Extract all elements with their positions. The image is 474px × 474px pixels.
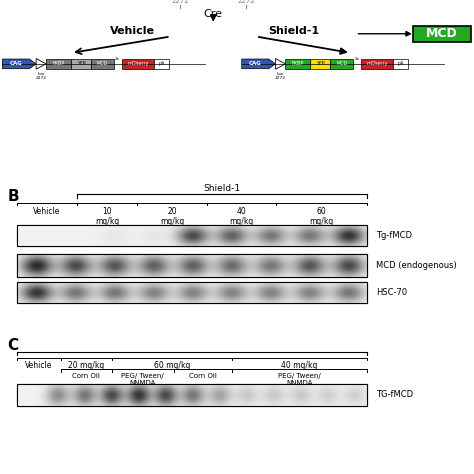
Text: Vehicle: Vehicle [110, 26, 155, 36]
Text: MCD: MCD [336, 61, 347, 66]
Text: YFP: YFP [316, 61, 325, 66]
Text: 2a: 2a [115, 57, 120, 61]
Text: 10
mg/kg: 10 mg/kg [95, 207, 119, 226]
Text: PEG/ Tween/
NNMDA: PEG/ Tween/ NNMDA [121, 373, 164, 386]
FancyBboxPatch shape [393, 59, 408, 69]
FancyBboxPatch shape [17, 283, 367, 303]
Text: Vehicle: Vehicle [25, 362, 52, 371]
Text: Vehicle: Vehicle [33, 207, 61, 216]
Text: 2272: 2272 [171, 0, 189, 4]
FancyBboxPatch shape [413, 26, 471, 42]
Text: YFP: YFP [77, 61, 85, 66]
Text: Lox
2272: Lox 2272 [36, 72, 46, 80]
Text: 20 mg/kg: 20 mg/kg [68, 362, 104, 371]
FancyBboxPatch shape [154, 59, 169, 69]
Text: CAG: CAG [249, 61, 262, 66]
FancyBboxPatch shape [46, 59, 71, 69]
FancyBboxPatch shape [17, 255, 367, 277]
Text: mCherry: mCherry [127, 61, 148, 66]
FancyBboxPatch shape [330, 59, 353, 69]
Polygon shape [2, 59, 36, 69]
FancyBboxPatch shape [17, 384, 367, 406]
Text: FKBP: FKBP [292, 61, 304, 66]
Text: MCD: MCD [426, 27, 458, 40]
Text: MCD: MCD [97, 61, 108, 66]
Text: MCD (endogenous): MCD (endogenous) [376, 261, 457, 270]
Polygon shape [242, 59, 275, 69]
Text: Tg-fMCD: Tg-fMCD [376, 231, 412, 240]
Text: 20
mg/kg: 20 mg/kg [160, 207, 184, 226]
FancyBboxPatch shape [310, 59, 330, 69]
FancyBboxPatch shape [285, 59, 310, 69]
FancyBboxPatch shape [122, 59, 154, 69]
Text: pA: pA [397, 61, 404, 66]
FancyBboxPatch shape [91, 59, 114, 69]
Text: HSC-70: HSC-70 [376, 288, 408, 297]
Text: pA: pA [158, 61, 164, 66]
Text: CAG: CAG [9, 61, 22, 66]
Polygon shape [275, 58, 285, 69]
FancyBboxPatch shape [71, 59, 91, 69]
FancyBboxPatch shape [17, 225, 367, 246]
Text: 2272: 2272 [237, 0, 255, 4]
Text: Lox
2272: Lox 2272 [275, 72, 286, 80]
Text: mCherry: mCherry [366, 61, 388, 66]
Polygon shape [36, 58, 46, 69]
Text: PEG/ Tween/
NNMDA: PEG/ Tween/ NNMDA [278, 373, 321, 386]
Text: 40
mg/kg: 40 mg/kg [229, 207, 254, 226]
Text: 2a: 2a [354, 57, 359, 61]
Text: FKBP: FKBP [52, 61, 64, 66]
Text: Corn Oil: Corn Oil [189, 373, 217, 379]
Text: 60
mg/kg: 60 mg/kg [310, 207, 334, 226]
Text: Corn Oil: Corn Oil [72, 373, 100, 379]
Text: C: C [8, 338, 19, 353]
Text: Cre: Cre [204, 9, 223, 19]
Text: TG-fMCD: TG-fMCD [376, 391, 414, 400]
FancyBboxPatch shape [361, 59, 393, 69]
Text: Shield-1: Shield-1 [203, 184, 241, 193]
Text: Shield-1: Shield-1 [268, 26, 319, 36]
Text: 60 mg/kg: 60 mg/kg [154, 362, 190, 371]
Text: 40 mg/kg: 40 mg/kg [282, 362, 318, 371]
Text: B: B [8, 189, 19, 204]
